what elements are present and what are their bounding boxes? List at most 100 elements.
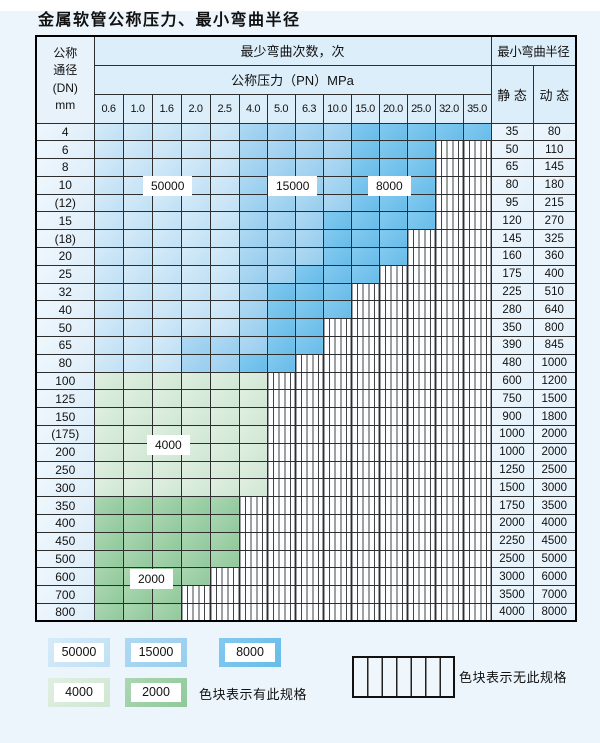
- static-column-header: 静 态: [490, 64, 534, 124]
- cell-2000: [180, 549, 211, 569]
- cell-8000: [462, 122, 492, 142]
- cell-4000: [238, 460, 268, 480]
- cell-4000: [93, 407, 124, 427]
- dynamic-radius-value: 1500: [532, 389, 577, 409]
- cell-50000: [180, 300, 211, 320]
- static-radius-value: 280: [490, 300, 534, 320]
- cell-50000: [209, 211, 240, 231]
- cell-no-spec: [238, 549, 268, 569]
- dn-label: 6: [35, 140, 95, 160]
- static-radius-value: 3500: [490, 585, 534, 605]
- cell-no-spec: [378, 460, 408, 480]
- cell-8000: [350, 158, 380, 177]
- cell-no-spec: [462, 371, 492, 391]
- pressure-values-row: 0.6 1.0 1.6 2.0 2.5 4.0 5.0 6.3 10.0 15.0 20.0 25.0…: [36, 93, 576, 124]
- cell-no-spec: [350, 318, 380, 338]
- table-row-dn-250: 250 1250 2500: [35, 460, 577, 480]
- cell-no-spec: [434, 371, 464, 391]
- cell-no-spec: [266, 389, 296, 409]
- cell-no-spec: [406, 300, 436, 320]
- table-row-dn-200: 200 1000 2000: [35, 442, 577, 462]
- cell-no-spec: [350, 300, 380, 320]
- cell-no-spec: [378, 549, 408, 569]
- cell-2000: [209, 549, 240, 569]
- dn-label: 50: [35, 318, 95, 338]
- cell-no-spec: [209, 603, 240, 622]
- cell-no-spec: [266, 442, 296, 462]
- pressure-col-20.0: 20.0: [378, 93, 408, 124]
- cell-no-spec: [434, 264, 464, 284]
- cell-no-spec: [434, 531, 464, 551]
- table-row-dn-(175): (175) 1000 2000: [35, 425, 577, 444]
- cell-4000: [93, 371, 124, 391]
- cell-50000: [122, 318, 153, 338]
- cell-no-spec: [350, 389, 380, 409]
- table-row-dn-50: 50 350 800: [35, 318, 577, 338]
- cell-no-spec: [378, 371, 408, 391]
- cell-50000: [151, 229, 182, 249]
- cell-50000: [151, 193, 182, 213]
- table-row-dn-800: 800 4000 8000: [35, 603, 577, 622]
- cell-4000: [209, 425, 240, 444]
- cell-no-spec: [378, 318, 408, 338]
- dynamic-radius-value: 800: [532, 318, 577, 338]
- cell-4000: [93, 425, 124, 444]
- cell-50000: [122, 140, 153, 160]
- dynamic-radius-value: 80: [532, 122, 577, 142]
- cell-no-spec: [434, 478, 464, 498]
- pressure-col-2.5: 2.5: [209, 93, 240, 124]
- cell-15000: [238, 193, 268, 213]
- cell-no-spec: [406, 247, 436, 266]
- cell-no-spec: [406, 336, 436, 355]
- static-radius-value: 750: [490, 389, 534, 409]
- cell-50000: [151, 353, 182, 373]
- cell-50000: [209, 229, 240, 249]
- cell-2000: [151, 549, 182, 569]
- cell-8000: [350, 193, 380, 213]
- static-radius-value: 390: [490, 336, 534, 355]
- cell-50000: [209, 193, 240, 213]
- cell-no-spec: [434, 567, 464, 587]
- pressure-col-0.6: 0.6: [93, 93, 124, 124]
- cell-50000: [209, 282, 240, 302]
- cell-no-spec: [378, 353, 408, 373]
- cell-2000: [93, 549, 124, 569]
- cell-no-spec: [294, 460, 324, 480]
- cell-no-spec: [434, 158, 464, 177]
- cell-no-spec: [322, 496, 352, 516]
- cell-no-spec: [350, 336, 380, 355]
- table-row-dn-8: 8 65 145: [35, 158, 577, 177]
- cell-50000: [180, 122, 211, 142]
- cell-no-spec: [434, 442, 464, 462]
- cell-4000: [151, 389, 182, 409]
- cell-50000: [209, 158, 240, 177]
- cell-15000: [294, 122, 324, 142]
- cell-4000: [93, 460, 124, 480]
- cell-2000: [151, 603, 182, 622]
- cell-50000: [180, 229, 211, 249]
- cell-4000: [209, 460, 240, 480]
- cell-no-spec: [378, 567, 408, 587]
- static-radius-value: 2250: [490, 531, 534, 551]
- cell-no-spec: [462, 158, 492, 177]
- cell-no-spec: [294, 353, 324, 373]
- cell-no-spec: [378, 282, 408, 302]
- region-label-2000: 2000: [130, 569, 173, 589]
- cell-no-spec: [322, 353, 352, 373]
- cell-50000: [93, 336, 124, 355]
- dynamic-radius-value: 270: [532, 211, 577, 231]
- legend-chip-50000: 50000: [48, 638, 110, 667]
- static-radius-value: 3000: [490, 567, 534, 587]
- cell-no-spec: [434, 585, 464, 605]
- table-row-dn-20: 20 160 360: [35, 247, 577, 266]
- cell-50000: [180, 158, 211, 177]
- cell-no-spec: [434, 603, 464, 622]
- dynamic-radius-value: 5000: [532, 549, 577, 569]
- cell-no-spec: [266, 531, 296, 551]
- cell-50000: [151, 336, 182, 355]
- table-row-dn-15: 15 120 270: [35, 211, 577, 231]
- cell-8000: [406, 193, 436, 213]
- cell-4000: [151, 478, 182, 498]
- cell-no-spec: [350, 585, 380, 605]
- cell-15000: [238, 122, 268, 142]
